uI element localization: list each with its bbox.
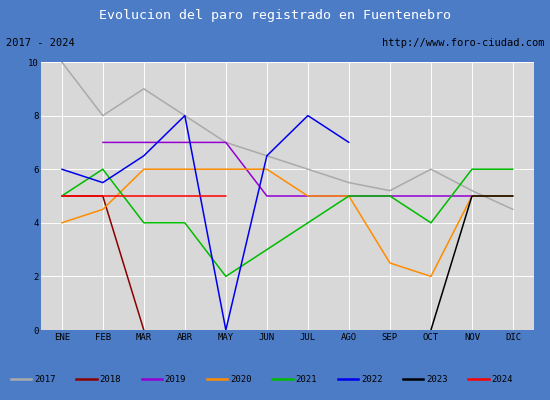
Text: 2017: 2017 [34, 374, 56, 384]
Text: 2018: 2018 [100, 374, 121, 384]
Text: 2020: 2020 [230, 374, 252, 384]
Text: http://www.foro-ciudad.com: http://www.foro-ciudad.com [382, 38, 544, 48]
Text: Evolucion del paro registrado en Fuentenebro: Evolucion del paro registrado en Fuenten… [99, 8, 451, 22]
Text: 2019: 2019 [165, 374, 186, 384]
Text: 2022: 2022 [361, 374, 382, 384]
Text: 2017 - 2024: 2017 - 2024 [6, 38, 74, 48]
Text: 2023: 2023 [426, 374, 448, 384]
Text: 2024: 2024 [492, 374, 513, 384]
Text: 2021: 2021 [295, 374, 317, 384]
